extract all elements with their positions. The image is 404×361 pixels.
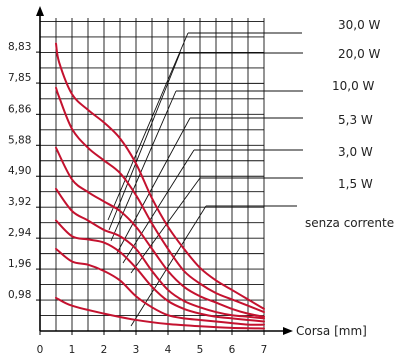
x-tick-label: 2 bbox=[101, 344, 108, 356]
y-tick-label: 7,85 bbox=[8, 72, 31, 84]
legend-label: 5,3 W bbox=[338, 113, 373, 127]
x-axis-title: Corsa [mm] bbox=[296, 324, 367, 338]
y-tick-label: 4,90 bbox=[8, 165, 31, 177]
y-tick-label: 3,92 bbox=[8, 196, 31, 208]
y-tick-label: 2,94 bbox=[8, 227, 32, 239]
x-tick-label: 1 bbox=[69, 344, 76, 356]
legend-label: 3,0 W bbox=[338, 145, 373, 159]
x-tick-labels: 0 1 2 3 4 5 6 7 bbox=[37, 344, 268, 356]
legend-label: senza corrente bbox=[305, 216, 394, 230]
curve-5 bbox=[55, 247, 265, 326]
curve-0 bbox=[55, 42, 265, 310]
curve-3 bbox=[55, 187, 265, 320]
legend: 30,0 W 20,0 W 10,0 W 5,3 W 3,0 W 1,5 W senza c… bbox=[305, 18, 394, 230]
leader-diagonal bbox=[122, 149, 195, 264]
y-tick-labels: 0,98 1,96 2,94 3,92 4,90 5,88 6,86 7,85 8,83 bbox=[8, 41, 32, 301]
y-tick-label: 8,83 bbox=[8, 41, 31, 53]
curve-2 bbox=[55, 146, 265, 318]
legend-label: 10,0 W bbox=[332, 79, 375, 93]
leader-diagonal bbox=[116, 117, 191, 254]
x-tick-label: 0 bbox=[37, 344, 44, 356]
y-tick-label: 1,96 bbox=[8, 258, 32, 270]
y-tick-label: 6,86 bbox=[8, 103, 32, 115]
curve-4 bbox=[55, 219, 265, 323]
y-axis-arrow bbox=[36, 6, 44, 16]
leader-diagonal bbox=[130, 177, 201, 274]
axes bbox=[36, 6, 293, 335]
x-tick-label: 6 bbox=[229, 344, 236, 356]
curve-6 bbox=[55, 296, 265, 330]
leader-diagonal bbox=[108, 52, 181, 231]
x-tick-label: 7 bbox=[261, 344, 268, 356]
legend-label: 1,5 W bbox=[338, 177, 373, 191]
curves bbox=[55, 42, 265, 330]
y-tick-label: 0,98 bbox=[8, 289, 31, 301]
x-tick-label: 3 bbox=[133, 344, 140, 356]
leader-diagonal bbox=[107, 32, 189, 221]
curve-1 bbox=[55, 86, 265, 314]
legend-label: 20,0 W bbox=[338, 47, 381, 61]
grid bbox=[40, 18, 265, 331]
leader-diagonal bbox=[110, 90, 177, 242]
leader-diagonal bbox=[130, 205, 207, 327]
legend-leader-lines bbox=[107, 32, 303, 327]
y-tick-label: 5,88 bbox=[8, 134, 31, 146]
x-tick-label: 5 bbox=[197, 344, 204, 356]
x-tick-label: 4 bbox=[165, 344, 172, 356]
legend-label: 30,0 W bbox=[338, 18, 381, 32]
x-axis-arrow bbox=[283, 327, 293, 335]
